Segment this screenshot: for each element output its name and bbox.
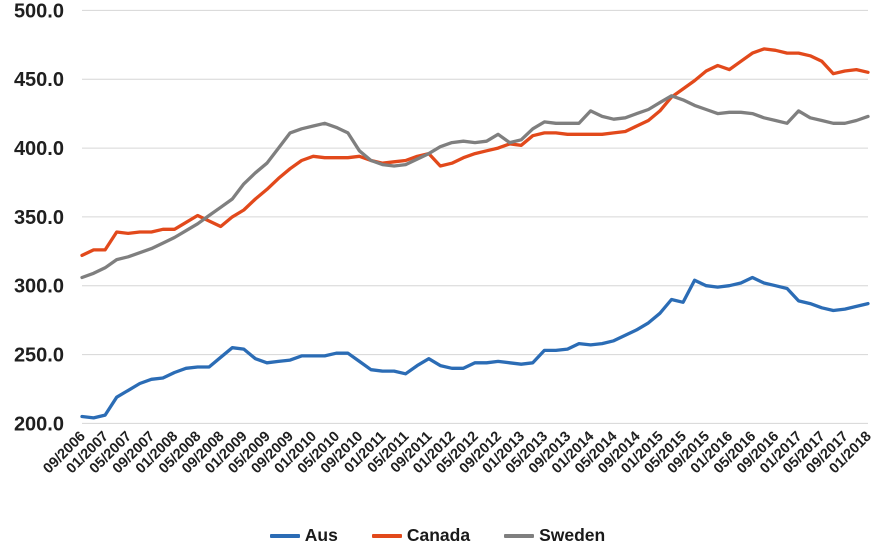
y-tick-label: 500.0: [14, 0, 64, 22]
legend-label-aus: Aus: [304, 525, 338, 546]
legend-label-canada: Canada: [406, 525, 471, 546]
chart-legend: Aus Canada Sweden: [0, 523, 875, 549]
chart-canvas: 200.0250.0300.0350.0400.0450.0500.009/20…: [14, 0, 875, 476]
legend-swatch-aus: [269, 534, 300, 538]
legend-swatch-sweden: [504, 534, 535, 538]
y-tick-label: 200.0: [14, 413, 64, 435]
y-tick-label: 450.0: [14, 69, 64, 91]
y-tick-label: 350.0: [14, 207, 64, 229]
series-line-aus: [80, 275, 870, 420]
legend-swatch-canada: [371, 534, 402, 538]
y-tick-label: 250.0: [14, 345, 64, 367]
legend-label-sweden: Sweden: [539, 525, 606, 546]
series-line-sweden: [80, 94, 870, 280]
legend-item-aus: Aus: [269, 525, 338, 546]
series-line-canada: [80, 47, 870, 258]
legend-item-canada: Canada: [371, 525, 471, 546]
y-tick-label: 300.0: [14, 276, 64, 298]
y-tick-label: 400.0: [14, 138, 64, 160]
legend-item-sweden: Sweden: [504, 527, 605, 545]
